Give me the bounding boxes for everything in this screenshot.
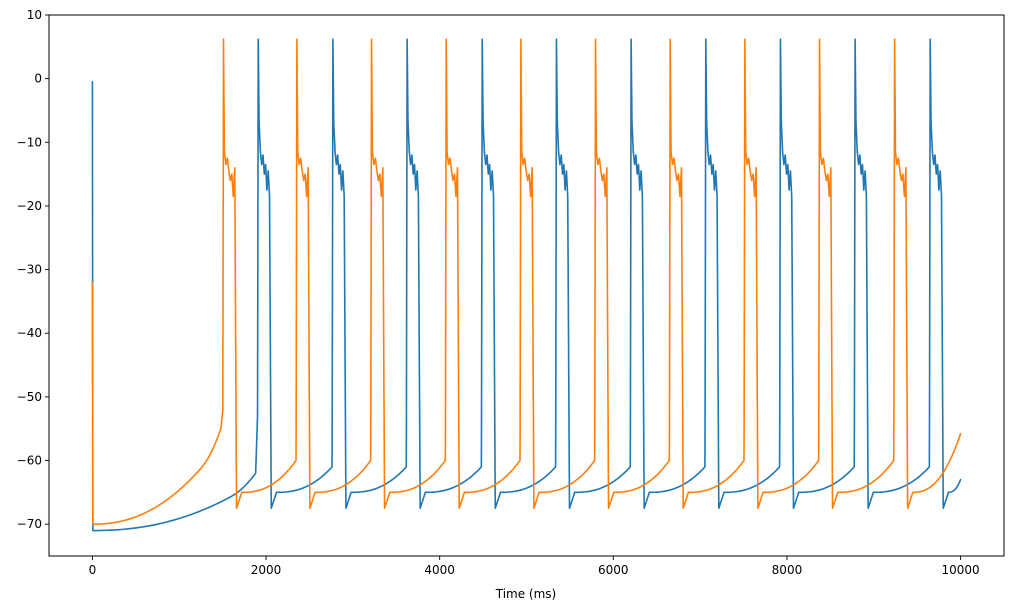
series-line-2 [91, 38, 962, 525]
y-tick-label: −40 [17, 326, 42, 340]
plot-lines [91, 38, 962, 532]
x-axis-label: Time (ms) [495, 587, 557, 601]
plot-frame [48, 14, 1005, 557]
x-tick-label: 8000 [772, 563, 803, 577]
y-tick-label: −20 [17, 199, 42, 213]
x-tick-label: 0 [89, 563, 97, 577]
y-tick-label: −50 [17, 390, 42, 404]
y-tick-label: −70 [17, 517, 42, 531]
series-line-1 [91, 38, 962, 532]
x-tick-label: 6000 [598, 563, 629, 577]
y-tick-label: −30 [17, 263, 42, 277]
y-axis: −70 −60 −50 −40 −30 −20 −10 0 10 [17, 8, 49, 531]
x-axis: 0 2000 4000 6000 8000 10000 [89, 556, 980, 577]
y-tick-label: −10 [17, 135, 42, 149]
y-tick-label: 10 [27, 8, 42, 22]
y-tick-label: −60 [17, 454, 42, 468]
x-tick-label: 2000 [251, 563, 282, 577]
x-tick-label: 4000 [424, 563, 455, 577]
x-tick-label: 10000 [941, 563, 979, 577]
y-tick-label: 0 [34, 72, 42, 86]
